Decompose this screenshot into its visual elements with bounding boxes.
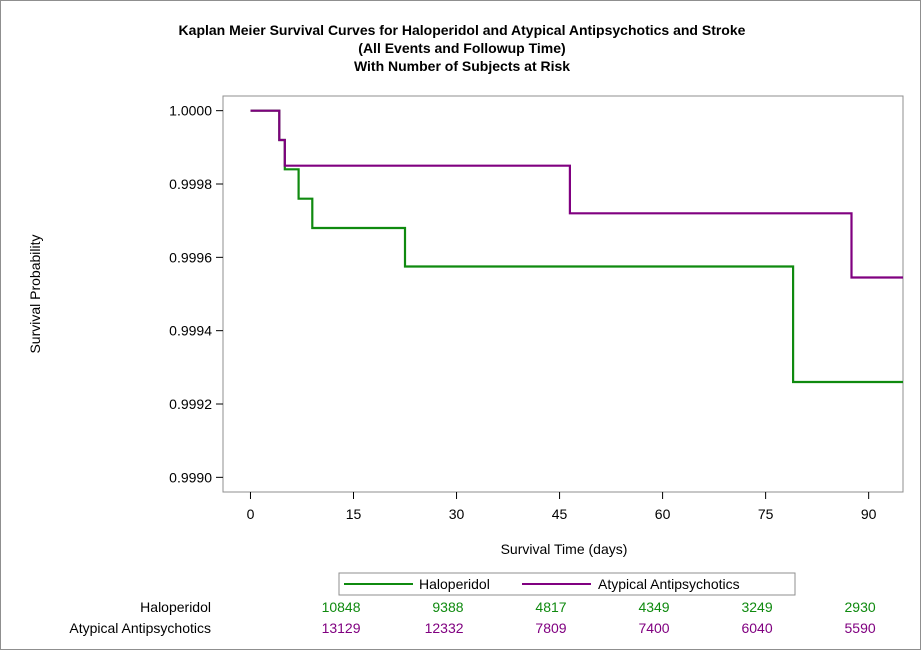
- legend: Haloperidol Atypical Antipsychotics: [338, 572, 796, 596]
- y-tick-label: 1.0000: [169, 103, 212, 119]
- risk-value: 4349: [638, 599, 669, 615]
- risk-row-label-atypical: Atypical Antipsychotics: [69, 620, 211, 636]
- x-tick-label: 75: [758, 506, 774, 522]
- y-tick-label: 0.9996: [169, 249, 212, 265]
- series-line-haloperidol: [250, 109, 903, 384]
- risk-value: 4817: [535, 599, 566, 615]
- risk-value: 7809: [535, 620, 566, 636]
- chart-title: Kaplan Meier Survival Curves for Haloper…: [179, 22, 746, 74]
- x-tick-label: 90: [861, 506, 877, 522]
- plot-area: [222, 95, 904, 493]
- risk-value: 10848: [322, 599, 361, 615]
- risk-value: 12332: [425, 620, 464, 636]
- y-axis-label: Survival Probability: [27, 234, 43, 353]
- risk-value: 13129: [322, 620, 361, 636]
- risk-value: 3249: [741, 599, 772, 615]
- y-tick-label: 0.9992: [169, 396, 212, 412]
- title-line-2: (All Events and Followup Time): [358, 40, 565, 56]
- series-lines: [250, 109, 903, 384]
- legend-label-haloperidol: Haloperidol: [419, 576, 490, 592]
- y-tick-label: 0.9994: [169, 323, 212, 339]
- y-tick-label: 0.9990: [169, 469, 212, 485]
- x-axis-label: Survival Time (days): [501, 541, 628, 557]
- risk-value: 9388: [432, 599, 463, 615]
- risk-value: 6040: [741, 620, 772, 636]
- y-axis: 0.9990 0.9992 0.9994 0.9996 0.9998 1.0000: [169, 103, 223, 485]
- risk-table: Haloperidol Atypical Antipsychotics 1084…: [69, 599, 875, 636]
- risk-value: 2930: [845, 599, 876, 615]
- x-tick-label: 0: [247, 506, 255, 522]
- risk-value: 5590: [845, 620, 876, 636]
- series-line-atypical: [250, 109, 903, 279]
- risk-value: 7400: [638, 620, 669, 636]
- x-tick-label: 15: [346, 506, 362, 522]
- x-axis: 0 15 30 45 60 75 90: [247, 492, 877, 522]
- legend-label-atypical: Atypical Antipsychotics: [598, 576, 740, 592]
- title-line-1: Kaplan Meier Survival Curves for Haloper…: [179, 22, 746, 38]
- x-tick-label: 30: [449, 506, 465, 522]
- risk-row-label-haloperidol: Haloperidol: [140, 599, 211, 615]
- x-tick-label: 60: [655, 506, 671, 522]
- y-tick-label: 0.9998: [169, 176, 212, 192]
- title-line-3: With Number of Subjects at Risk: [354, 58, 570, 74]
- x-tick-label: 45: [552, 506, 568, 522]
